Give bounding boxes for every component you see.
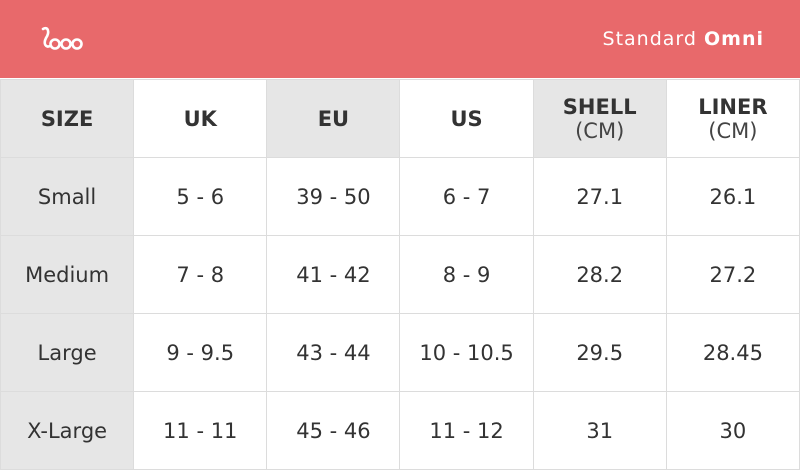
column-title: EU: [317, 106, 350, 131]
table-row: X-Large 11 - 11 45 - 46 11 - 12 31 30: [0, 391, 800, 470]
table-cell: 45 - 46: [266, 391, 401, 470]
table-cell: 27.2: [665, 235, 800, 314]
size-cell: Medium: [0, 235, 135, 314]
table-cell: 10 - 10.5: [399, 313, 534, 392]
header-cell: SHELL (CM): [532, 79, 667, 158]
size-cell: X-Large: [0, 391, 135, 470]
table-cell: 31: [532, 391, 667, 470]
column-title: UK: [183, 106, 217, 131]
table-cell: 39 - 50: [266, 157, 401, 236]
table-row: Small 5 - 6 39 - 50 6 - 7 27.1 26.1: [0, 157, 800, 236]
table-cell: 26.1: [665, 157, 800, 236]
size-cell: Small: [0, 157, 135, 236]
table-cell: 5 - 6: [133, 157, 268, 236]
header-cell: US: [399, 79, 534, 158]
column-title: SHELL: [562, 94, 637, 119]
table-cell: 11 - 11: [133, 391, 268, 470]
model: Omni: [704, 28, 764, 50]
header-row: SIZE UK EU US SHELL (CM) LINER (CM): [0, 79, 800, 158]
logo: [41, 26, 83, 50]
table-cell: 11 - 12: [399, 391, 534, 470]
header-cell: EU: [266, 79, 401, 158]
product-name: Standard Omni: [603, 28, 764, 50]
column-unit: (CM): [708, 118, 758, 143]
table-cell: 8 - 9: [399, 235, 534, 314]
column-title: US: [450, 106, 483, 131]
table-cell: 29.5: [532, 313, 667, 392]
header-cell: UK: [133, 79, 268, 158]
table-cell: 28.2: [532, 235, 667, 314]
size-table: SIZE UK EU US SHELL (CM) LINER (CM) Small 5 - 6 39…: [0, 79, 800, 470]
column-title: LINER: [698, 94, 768, 119]
header-cell: SIZE: [0, 79, 135, 158]
table-cell: 27.1: [532, 157, 667, 236]
column-title: SIZE: [40, 106, 94, 131]
product-line: Standard: [602, 28, 697, 50]
table-row: Large 9 - 9.5 43 - 44 10 - 10.5 29.5 28.45: [0, 313, 800, 392]
table-cell: 9 - 9.5: [133, 313, 268, 392]
column-unit: (CM): [575, 118, 625, 143]
table-cell: 41 - 42: [266, 235, 401, 314]
header-cell: LINER (CM): [665, 79, 800, 158]
size-cell: Large: [0, 313, 135, 392]
table-row: Medium 7 - 8 41 - 42 8 - 9 28.2 27.2: [0, 235, 800, 314]
header-bar: Standard Omni: [0, 0, 800, 78]
table-cell: 6 - 7: [399, 157, 534, 236]
table-cell: 30: [665, 391, 800, 470]
table-cell: 28.45: [665, 313, 800, 392]
table-cell: 7 - 8: [133, 235, 268, 314]
table-cell: 43 - 44: [266, 313, 401, 392]
